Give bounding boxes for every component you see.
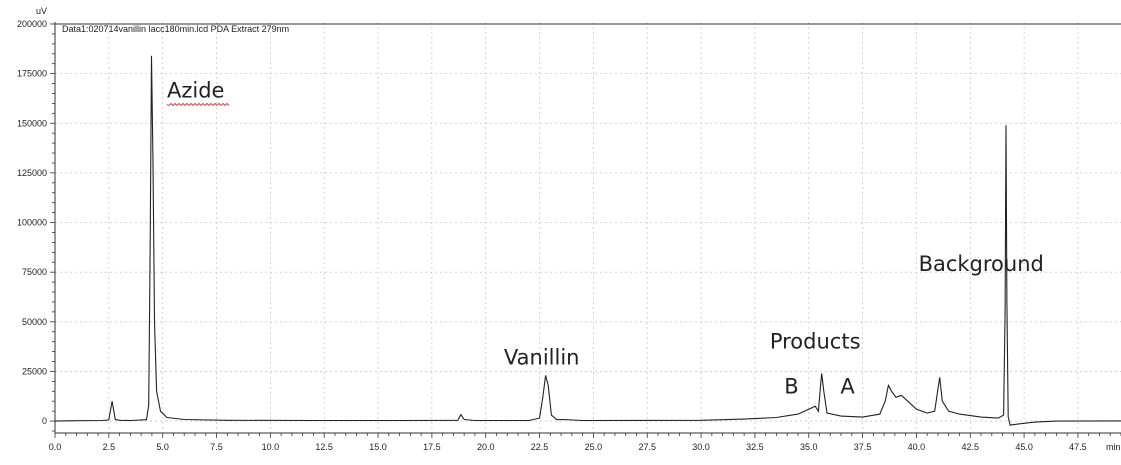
x-axis-unit-label: min [1106,442,1121,452]
x-tick-label: 20.0 [477,442,495,452]
peak-annotations: Azide Vanillin Products B A Background [166,78,1044,398]
axes [50,22,1121,438]
annotation-azide: Azide [167,78,224,102]
grid-lines [55,22,1121,433]
x-tick-label: 12.5 [315,442,333,452]
x-tick-label: 15.0 [369,442,387,452]
x-tick-label: 35.0 [800,442,818,452]
y-tick-label: 25000 [22,366,47,376]
y-tick-label: 100000 [17,218,47,228]
chromatogram-trace [54,55,1121,426]
x-tick-label: 5.0 [156,442,169,452]
chart-title: Data1:020714vanillin lacc180min.lcd PDA … [62,24,289,34]
y-tick-label: 75000 [22,267,47,277]
x-tick-label: 27.5 [638,442,656,452]
x-tick-label: 32.5 [746,442,764,452]
x-tick-label: 0.0 [49,442,62,452]
annotation-a: A [840,374,855,398]
x-tick-label: 42.5 [961,442,979,452]
x-tick-label: 10.0 [262,442,280,452]
x-tick-label: 40.0 [908,442,926,452]
annotation-background: Background [919,252,1044,276]
x-tick-label: 45.0 [1015,442,1033,452]
azide-spellcheck-underline [166,102,230,107]
x-tick-label: 7.5 [210,442,223,452]
annotation-products: Products [770,330,861,354]
y-tick-label: 200000 [17,19,47,29]
x-tick-label: 22.5 [531,442,549,452]
y-tick-label: 150000 [17,118,47,128]
x-tick-label: 17.5 [423,442,441,452]
x-tick-label: 25.0 [585,442,603,452]
y-axis-unit-label: uV [36,6,47,16]
x-tick-label: 30.0 [692,442,710,452]
x-tick-label: 47.5 [1069,442,1087,452]
x-tick-label: 37.5 [854,442,872,452]
y-tick-label: 50000 [22,317,47,327]
x-tick-label: 2.5 [103,442,116,452]
annotation-vanillin: Vanillin [504,346,580,370]
y-tick-label: 0 [42,416,47,426]
y-tick-labels: 0 25000 50000 75000 100000 125000 150000 175000… [17,19,47,426]
annotation-b: B [784,374,798,398]
x-tick-labels: 0.0 2.5 5.0 7.5 10.0 12.5 15.0 17.5 20.0 22.5 25.0… [49,442,1087,452]
y-tick-label: 125000 [17,168,47,178]
y-tick-label: 175000 [17,69,47,79]
